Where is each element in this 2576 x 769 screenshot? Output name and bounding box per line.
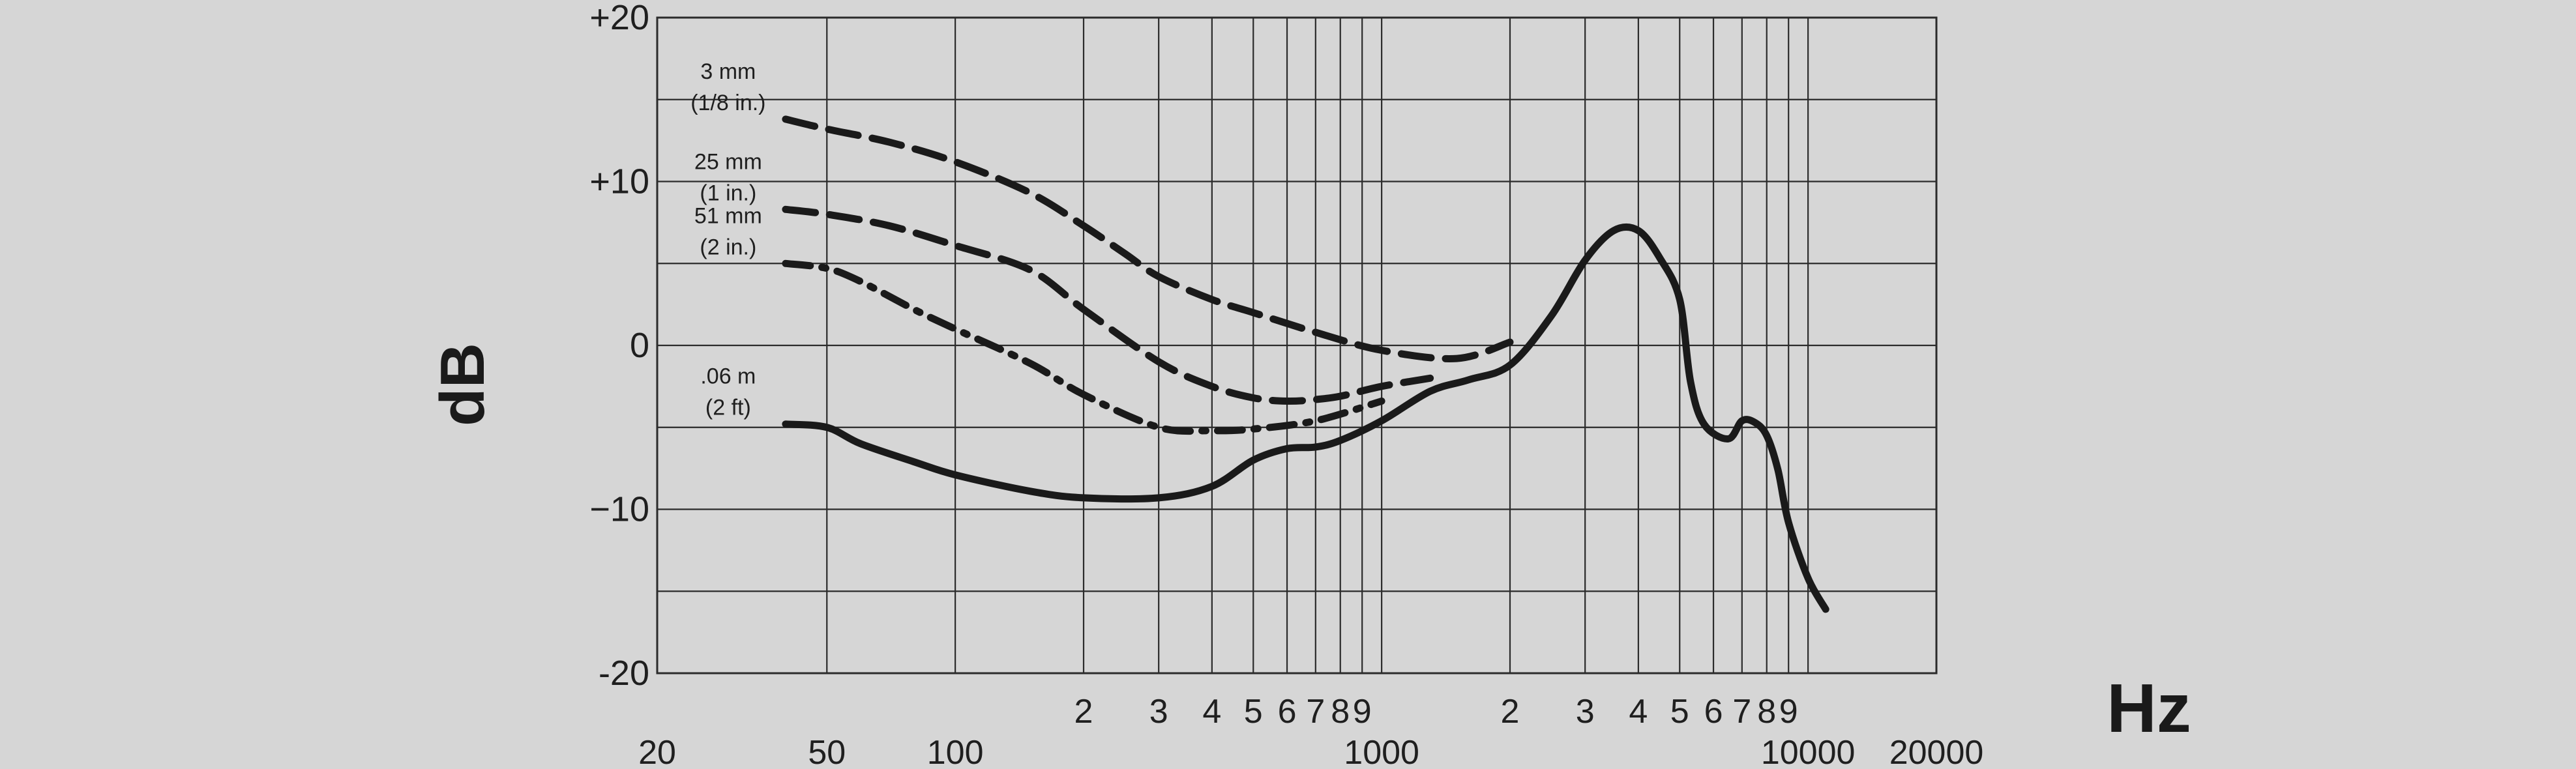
x-minor-tick-label: 5 [1670, 693, 1689, 731]
grid [656, 16, 1938, 675]
series-25mm [782, 205, 1434, 405]
series-labels: 3 mm (1/8 in.) 25 mm (1 in.)51 mm (2 in.) .06… [690, 59, 765, 420]
x-minor-tick-label: 9 [1779, 693, 1798, 731]
plot-frame [656, 16, 1938, 675]
x-minor-tick-label: 8 [1757, 693, 1776, 731]
series-51mm [782, 259, 1385, 435]
x-minor-tick-label: 7 [1306, 693, 1325, 731]
y-tick-label: −10 [589, 490, 649, 529]
series-label: (1/8 in.) [690, 91, 765, 115]
y-tick-labels: +20 +10 0 −10 -20 [589, 0, 649, 693]
series-label: (1 in.) [700, 181, 756, 205]
x-tick-label: 50 [808, 734, 846, 769]
x-minor-tick-label: 9 [1353, 693, 1372, 731]
x-minor-tick-label: 6 [1278, 693, 1297, 731]
series-label: 51 mm [694, 203, 762, 228]
y-tick-label: +10 [589, 162, 649, 201]
x-minor-tick-label: 7 [1732, 693, 1751, 731]
y-tick-label: -20 [599, 654, 649, 693]
x-minor-tick-label: 2 [1074, 693, 1093, 731]
x-minor-tick-label: 3 [1149, 693, 1168, 731]
series-group [782, 115, 1829, 613]
series-label: (2 in.) [700, 235, 756, 259]
x-minor-tick-label: 3 [1576, 693, 1595, 731]
series-label: (2 ft) [705, 396, 751, 420]
x-minor-tick-label: 8 [1331, 693, 1350, 731]
series-label: 25 mm [694, 149, 762, 174]
x-tick-label: 20 [638, 734, 676, 769]
series-06m [782, 223, 1829, 613]
y-axis-title: dB [428, 343, 497, 426]
x-minor-tick-label: 6 [1704, 693, 1723, 731]
x-minor-tick-label: 4 [1629, 693, 1648, 731]
x-axis-title: Hz [2107, 670, 2191, 747]
series-3mm [782, 115, 1514, 362]
y-tick-label: +20 [589, 0, 649, 37]
x-tick-label: 20000 [1889, 734, 1984, 769]
x-minor-tick-label: 2 [1501, 693, 1520, 731]
x-minor-tick-label: 5 [1244, 693, 1263, 731]
x-minor-tick-label: 4 [1202, 693, 1221, 731]
series-label: .06 m [700, 364, 756, 389]
x-tick-label: 1000 [1344, 734, 1419, 769]
x-tick-label: 10000 [1761, 734, 1856, 769]
y-tick-label: 0 [630, 326, 649, 365]
x-tick-label: 100 [927, 734, 984, 769]
series-label: 3 mm [700, 59, 756, 84]
